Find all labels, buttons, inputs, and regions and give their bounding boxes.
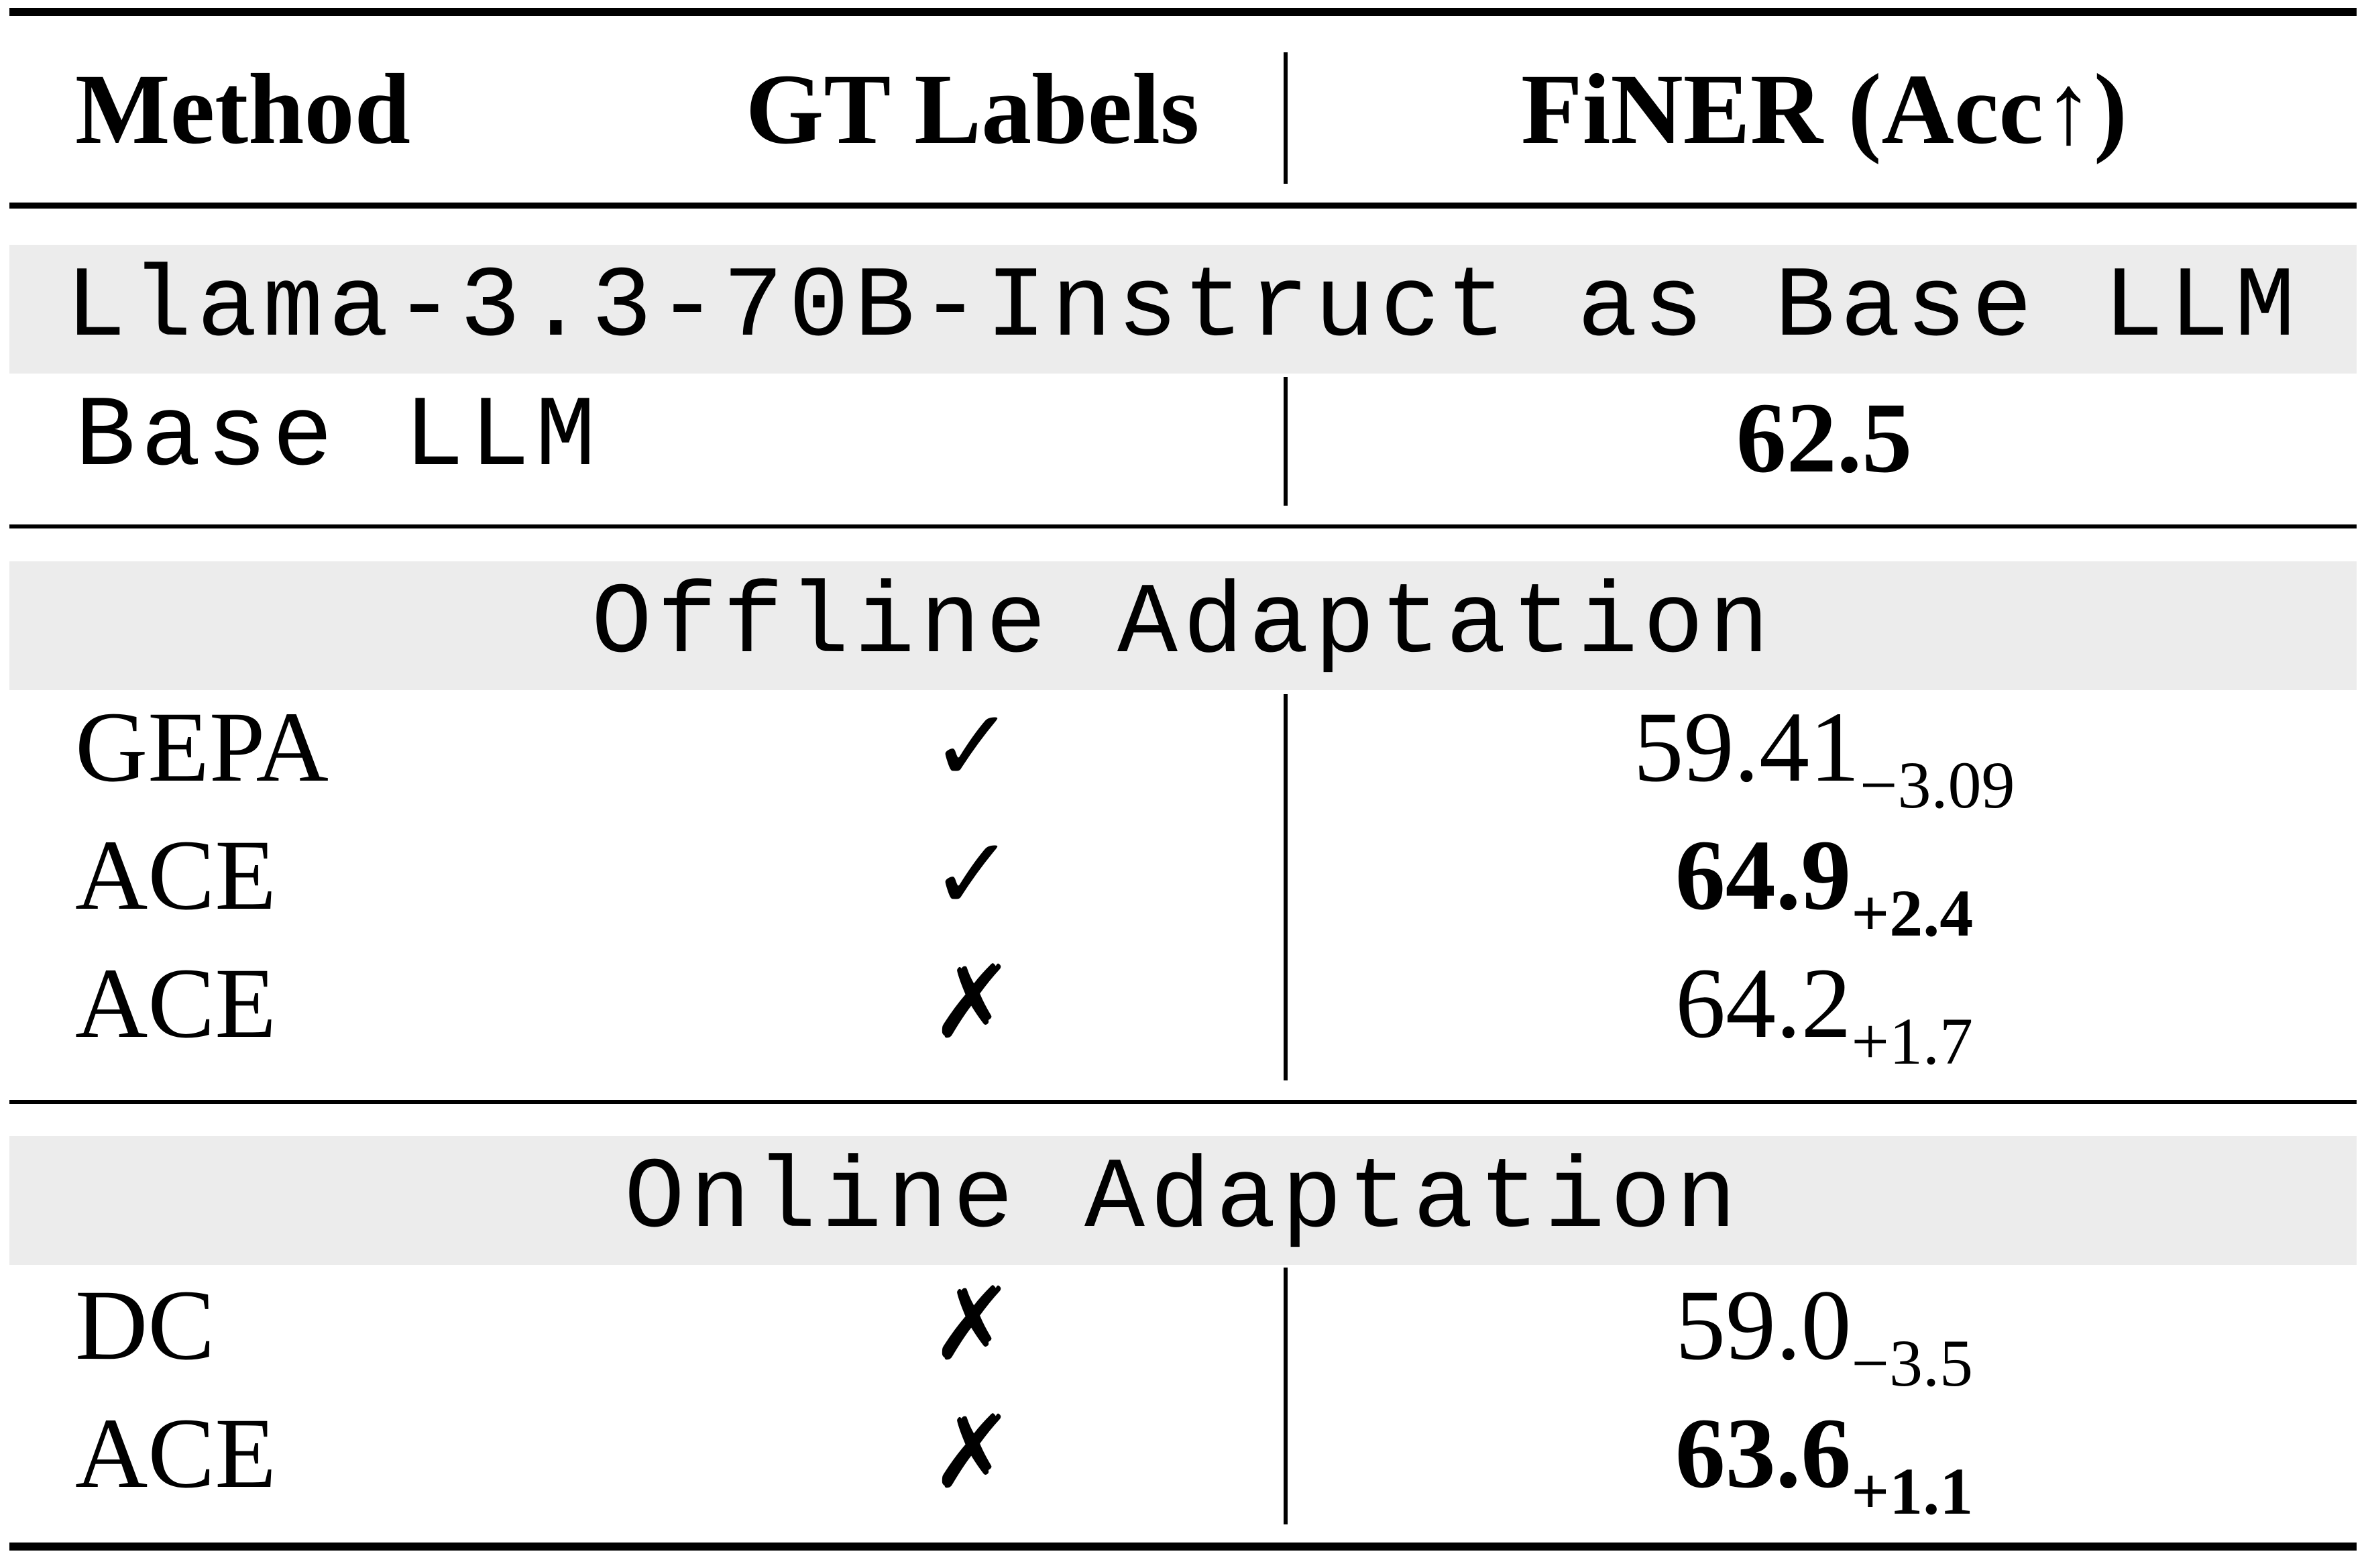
top-rule bbox=[9, 8, 2357, 16]
section-rule bbox=[9, 1100, 2357, 1104]
section-band bbox=[9, 561, 2357, 690]
value: 59.41 bbox=[1633, 691, 1860, 803]
value-cell: 64.2+1.7 bbox=[1288, 940, 2361, 1075]
delta: −3.5 bbox=[1851, 1326, 1973, 1400]
header-rule bbox=[9, 203, 2357, 209]
value: 64.2 bbox=[1675, 948, 1852, 1059]
check-icon: ✓ bbox=[930, 820, 1015, 931]
cross-icon: ✗ bbox=[930, 948, 1015, 1059]
method-cell: ACE bbox=[75, 948, 276, 1059]
value-cell: 59.41−3.09 bbox=[1288, 683, 2361, 819]
method-cell: GEPA bbox=[75, 691, 329, 803]
method-cell: DC bbox=[75, 1270, 215, 1381]
method-cell: Base LLM bbox=[75, 381, 602, 495]
section-title: Offline Adaptation bbox=[591, 568, 1775, 682]
delta: −3.09 bbox=[1860, 748, 2015, 822]
value: 59.0 bbox=[1675, 1270, 1852, 1381]
method-cell: ACE bbox=[75, 820, 276, 931]
header-finer: FiNER (Acc↑) bbox=[1521, 54, 2127, 165]
column-divider bbox=[1284, 52, 1288, 184]
section-title: Llama-3.3-70B-Instruct as Base LLM bbox=[65, 251, 2301, 366]
value: 63.6 bbox=[1675, 1398, 1852, 1509]
value-cell: 59.0−3.5 bbox=[1288, 1262, 2361, 1397]
bottom-rule bbox=[9, 1543, 2357, 1551]
cross-icon: ✗ bbox=[930, 1270, 1015, 1381]
section-rule bbox=[9, 524, 2357, 528]
method-cell: ACE bbox=[75, 1398, 276, 1509]
value-cell: 64.9+2.4 bbox=[1288, 811, 2361, 947]
column-divider bbox=[1284, 377, 1288, 506]
value-cell: 63.6+1.1 bbox=[1288, 1390, 2361, 1525]
delta: +1.1 bbox=[1851, 1454, 1974, 1528]
check-icon: ✓ bbox=[930, 691, 1015, 803]
delta: +2.4 bbox=[1851, 876, 1974, 950]
section-title: Online Adaptation bbox=[624, 1143, 1742, 1257]
section-band bbox=[9, 1136, 2357, 1265]
column-divider bbox=[1284, 694, 1288, 1080]
section-band bbox=[9, 245, 2357, 374]
delta: +1.7 bbox=[1851, 1004, 1973, 1078]
value-cell: 62.5 bbox=[1736, 382, 1913, 494]
column-divider bbox=[1284, 1268, 1288, 1524]
header-method: Method bbox=[75, 54, 410, 165]
header-gt-labels: GT Labels bbox=[745, 54, 1200, 165]
value: 64.9 bbox=[1675, 820, 1852, 931]
cross-icon: ✗ bbox=[930, 1398, 1015, 1509]
